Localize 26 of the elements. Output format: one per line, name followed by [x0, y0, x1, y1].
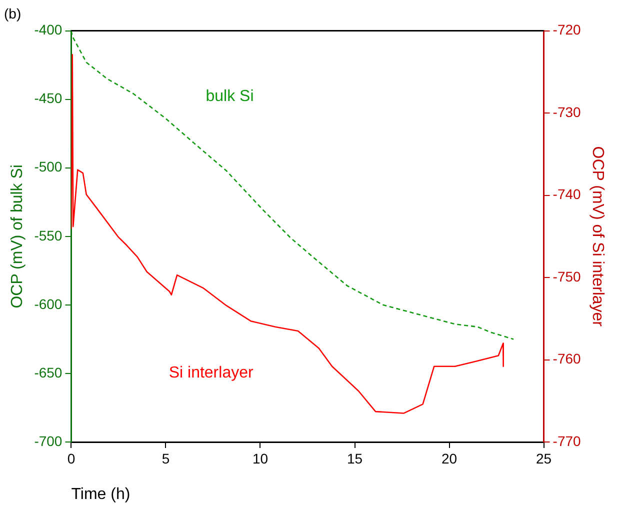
- y2-tick-label: -770: [552, 432, 582, 449]
- y2-tick-label: -760: [552, 350, 582, 367]
- y2-axis-title: OCP (mV) of Si interlayer: [588, 146, 606, 328]
- y-tick-label: -500: [34, 158, 62, 175]
- x-axis-title: Time (h): [71, 486, 130, 503]
- x-tick-label: 25: [536, 450, 552, 466]
- x-tick-label: 10: [252, 450, 268, 466]
- x-tick-label: 20: [441, 450, 458, 466]
- y2-tick-label: -730: [552, 104, 582, 120]
- y2-tick-label: -720: [552, 22, 582, 38]
- x-tick-label: 15: [346, 450, 363, 466]
- y2-tick-label: -740: [552, 186, 582, 202]
- x-tick-label: 0: [67, 450, 76, 466]
- y-axis-title: OCP (mV) of bulk Si: [9, 164, 26, 308]
- y2-tick-label: -750: [552, 268, 582, 284]
- y-tick-label: -450: [34, 90, 62, 106]
- y-tick-label: -700: [34, 432, 62, 449]
- y-tick-label: -650: [34, 364, 62, 380]
- chart-title: (b): [4, 5, 22, 22]
- line-series: [71, 30, 514, 340]
- text: Si interlayer: [168, 364, 254, 382]
- y-tick-label: -600: [34, 296, 62, 312]
- x-tick-label: 5: [162, 450, 170, 466]
- y-tick-label: -550: [34, 227, 62, 244]
- text: bulk Si: [206, 88, 254, 105]
- y-tick-label: -400: [34, 22, 62, 38]
